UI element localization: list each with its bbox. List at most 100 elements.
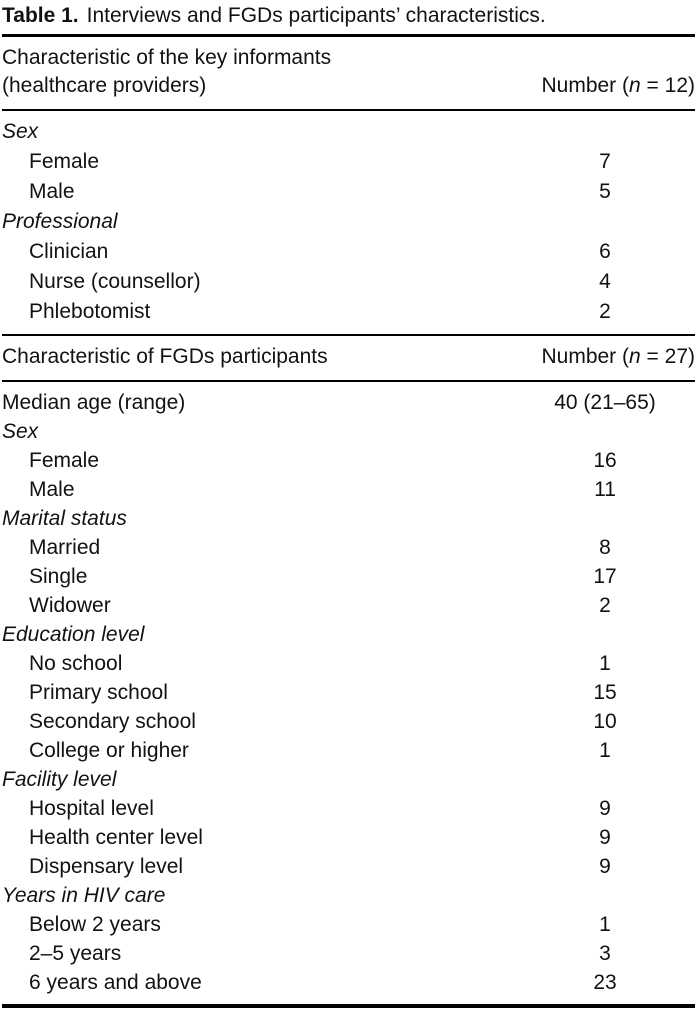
table-rule-under-header1 [2, 109, 695, 111]
row-value: 5 [599, 180, 611, 203]
row-label: Education level [2, 623, 145, 646]
row-label: Phlebotomist [29, 300, 151, 323]
table-row: Professional [2, 207, 695, 237]
number-header-suffix: = 27) [640, 345, 695, 368]
row-value: 40 (21–65) [554, 391, 656, 414]
table-rule-under-header2 [2, 380, 695, 382]
table-row: Married 8 [2, 533, 695, 562]
characteristic-header-line1: Characteristic of the key informants [2, 46, 332, 69]
table-row: Female 7 [2, 147, 695, 177]
table-title: Table 1. Interviews and FGDs participants… [2, 0, 695, 34]
row-value: 9 [599, 797, 611, 820]
row-value [515, 504, 695, 533]
row-value: 15 [593, 681, 617, 704]
table-row: 6 years and above 23 [2, 968, 695, 997]
number-header-n: n [629, 345, 641, 368]
row-label: Female [29, 449, 100, 472]
table-row: Single 17 [2, 562, 695, 591]
row-value: 7 [599, 150, 611, 173]
section1-rows: Sex Female 7 Male 5 Professional Clinici… [2, 111, 695, 334]
table-row: Below 2 years 1 [2, 910, 695, 939]
table-row: Sex [2, 117, 695, 147]
table-row: Primary school 15 [2, 678, 695, 707]
section2-rows: Median age (range) 40 (21–65) Sex Female… [2, 382, 695, 1004]
row-value: 16 [593, 449, 617, 472]
row-label: Single [29, 565, 88, 588]
row-label: Dispensary level [29, 855, 184, 878]
table-row: Widower 2 [2, 591, 695, 620]
table-row: No school 1 [2, 649, 695, 678]
row-value [515, 117, 695, 147]
column-header-characteristic: Characteristic of the key informants (he… [2, 44, 331, 100]
row-value: 1 [599, 913, 611, 936]
number-header-suffix: = 12) [640, 74, 695, 97]
row-value: 4 [599, 270, 611, 293]
table-rule-top [2, 34, 695, 37]
row-label: Married [29, 536, 101, 559]
table-row: Phlebotomist 2 [2, 297, 695, 327]
row-value: 23 [593, 971, 617, 994]
table-row: Clinician 6 [2, 237, 695, 267]
row-label: Below 2 years [29, 913, 161, 936]
table-caption: Interviews and FGDs participants’ charac… [86, 4, 546, 27]
row-value: 2 [599, 594, 611, 617]
table-row: Secondary school 10 [2, 707, 695, 736]
row-label: Health center level [29, 826, 203, 849]
row-value: 1 [599, 739, 611, 762]
row-value: 9 [599, 826, 611, 849]
row-label: No school [29, 652, 123, 675]
row-value: 2 [599, 300, 611, 323]
row-label: 6 years and above [29, 971, 202, 994]
row-label: Median age (range) [2, 391, 186, 414]
table-row: Facility level [2, 765, 695, 794]
row-label: Male [29, 478, 75, 501]
number-header-prefix: Number ( [541, 345, 630, 368]
table-row: Health center level 9 [2, 823, 695, 852]
row-value: 3 [599, 942, 611, 965]
table-row: Years in HIV care [2, 881, 695, 910]
table-row: Education level [2, 620, 695, 649]
table-rule-above-header2 [2, 334, 695, 336]
row-value [515, 765, 695, 794]
row-label: 2–5 years [29, 942, 122, 965]
row-label: Female [29, 150, 100, 173]
row-value: 9 [599, 855, 611, 878]
column-header-number: Number (n = 12) [541, 72, 695, 100]
row-label: Primary school [29, 681, 168, 704]
characteristic-header-line1: Characteristic of FGDs participants [2, 345, 328, 368]
table-number-label: Table 1. [2, 4, 79, 27]
row-label: Years in HIV care [2, 884, 166, 907]
row-value: 6 [599, 240, 611, 263]
row-label: Secondary school [29, 710, 196, 733]
number-header-n: n [629, 74, 641, 97]
table-rule-bottom [2, 1004, 695, 1008]
table-row: Hospital level 9 [2, 794, 695, 823]
row-label: Widower [29, 594, 111, 617]
row-label: Marital status [2, 507, 127, 530]
table-row: Male 11 [2, 475, 695, 504]
number-header-prefix: Number ( [541, 74, 630, 97]
row-label: Sex [2, 420, 39, 443]
row-label: College or higher [29, 739, 189, 762]
table-row: Dispensary level 9 [2, 852, 695, 881]
row-label: Hospital level [29, 797, 154, 820]
table-row: Nurse (counsellor) 4 [2, 267, 695, 297]
characteristic-header-line2: (healthcare providers) [2, 74, 207, 97]
table-row: Female 16 [2, 446, 695, 475]
column-header-number: Number (n = 27) [541, 343, 695, 371]
section1-column-header: Characteristic of the key informants (he… [2, 37, 695, 109]
row-value [515, 620, 695, 649]
row-value: 8 [599, 536, 611, 559]
table-row: Marital status [2, 504, 695, 533]
row-value [515, 417, 695, 446]
row-label: Sex [2, 120, 39, 143]
row-label: Clinician [29, 240, 109, 263]
table-row: Male 5 [2, 177, 695, 207]
row-value: 10 [593, 710, 617, 733]
row-value: 11 [594, 478, 616, 501]
row-value: 17 [593, 565, 617, 588]
table-row: 2–5 years 3 [2, 939, 695, 968]
row-value: 1 [599, 652, 611, 675]
row-value [515, 207, 695, 237]
